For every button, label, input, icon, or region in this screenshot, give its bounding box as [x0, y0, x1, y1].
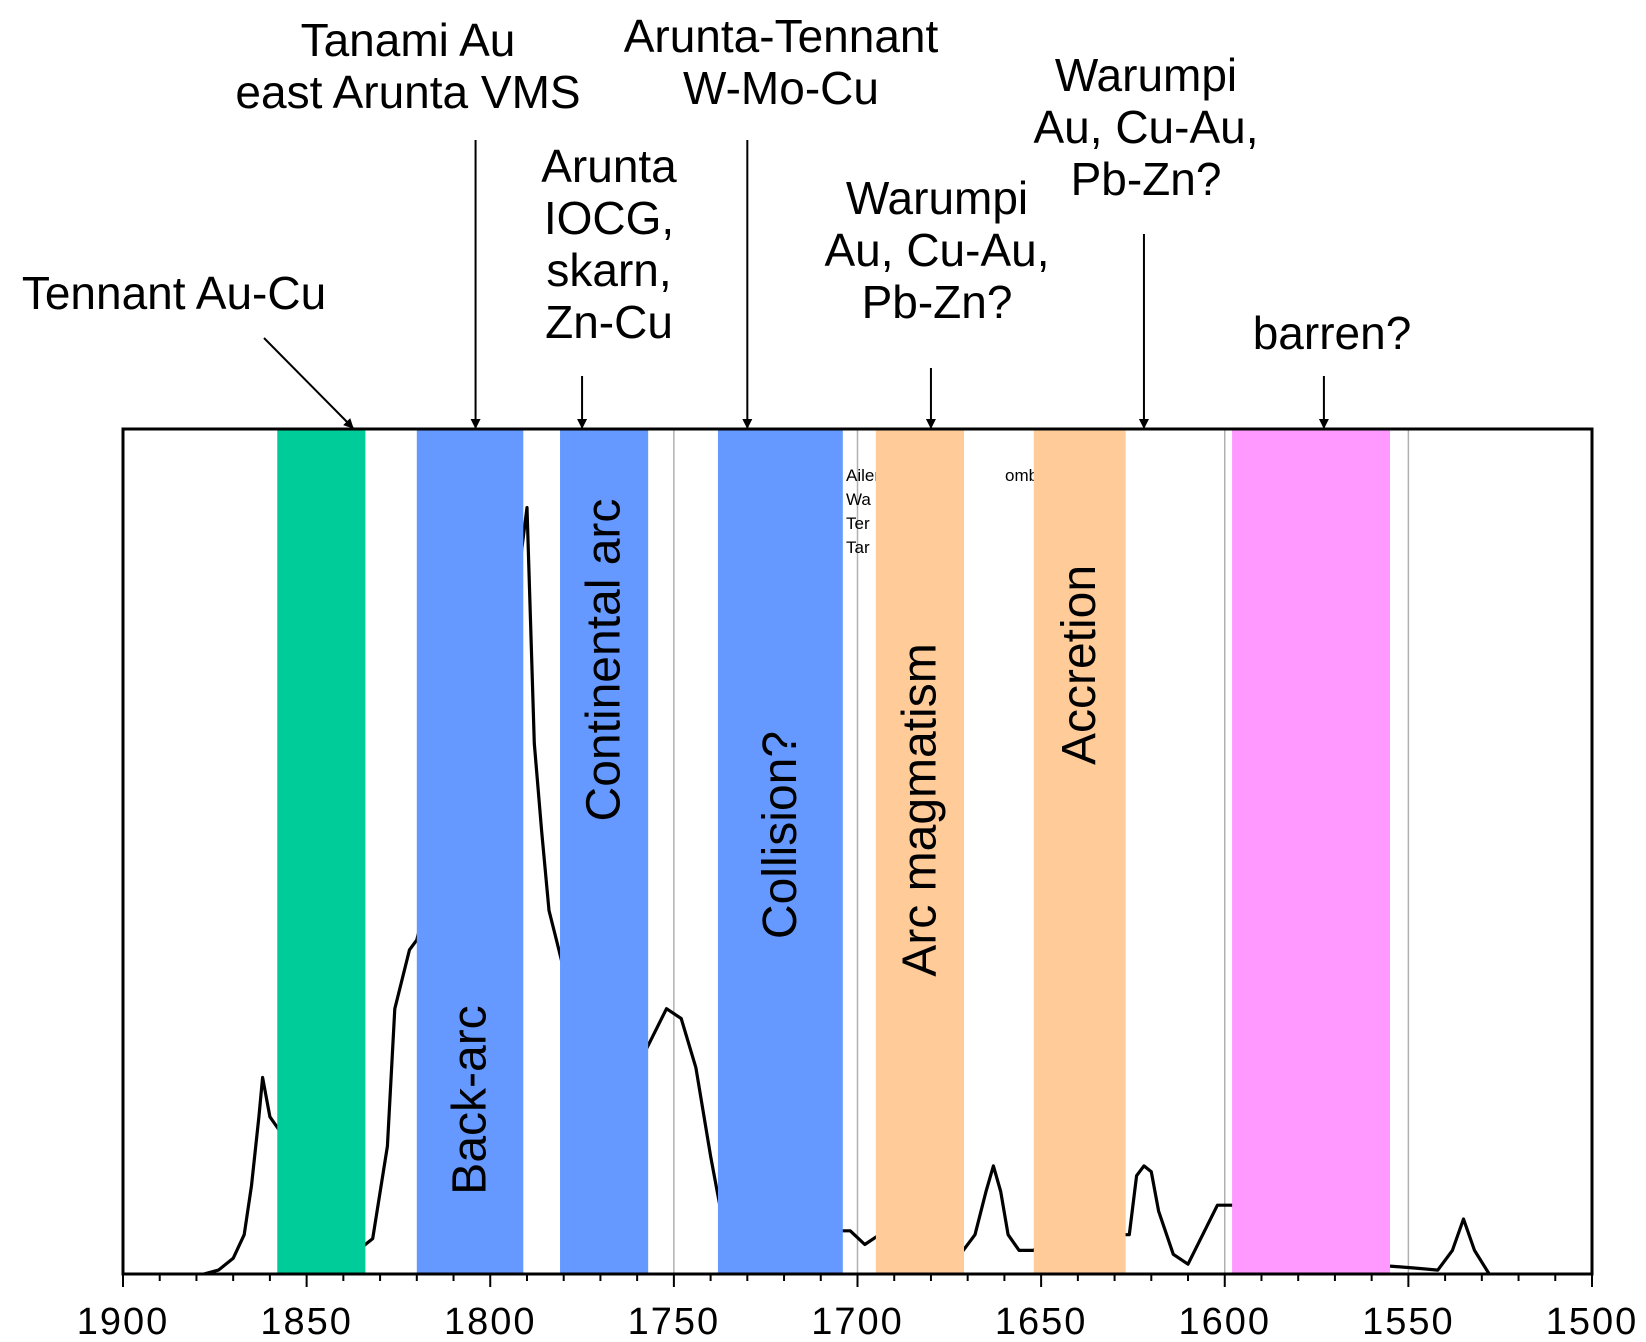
time-band [1232, 429, 1391, 1274]
annotation-label: Warumpi Au, Cu-Au, Pb-Zn? [825, 172, 1050, 328]
annotation-label: Tennant Au-Cu [22, 267, 326, 319]
annotation-line: Au, Cu-Au, [1034, 101, 1259, 153]
band-label: Continental arc [578, 499, 631, 822]
legend-text: Wa [846, 490, 871, 509]
annotation-line: barren? [1253, 307, 1412, 359]
x-tick-label: 1800 [444, 1301, 537, 1342]
annotation-line: W-Mo-Cu [683, 62, 879, 114]
time-band [1033, 429, 1126, 1274]
time-band [277, 429, 366, 1274]
annotation-arrow [263, 337, 354, 429]
annotation-line: Pb-Zn? [1071, 153, 1222, 205]
x-tick-label: 1900 [77, 1301, 170, 1342]
x-tick-label: 1700 [811, 1301, 904, 1342]
annotation-line: Warumpi [1055, 49, 1237, 101]
grid-layer [673, 429, 1410, 1274]
annotation-label: Tanami Au east Arunta VMS [235, 14, 580, 118]
annotation-line: Arunta-Tennant [624, 10, 939, 62]
annotation-line: east Arunta VMS [235, 66, 580, 118]
band-label: Back-arc [444, 1005, 497, 1194]
x-axis: 1900 1850 1800 1750 1700 1650 1600 1550 1500 [77, 1274, 1639, 1342]
annotation-line: Zn-Cu [545, 296, 673, 348]
x-tick-label: 1850 [260, 1301, 353, 1342]
band-layer: Back-arc Continental arc Collision? Arc mag… [277, 429, 1391, 1274]
annotation-label: Warumpi Au, Cu-Au, Pb-Zn? [1034, 49, 1259, 205]
annotation-line: Tanami Au [301, 14, 516, 66]
legend-text: Ailer [846, 466, 880, 485]
x-tick-label: 1500 [1546, 1301, 1639, 1342]
annotation-line: skarn, [546, 244, 671, 296]
annotation-line: Warumpi [846, 172, 1028, 224]
x-tick-label: 1750 [628, 1301, 721, 1342]
x-tick-label: 1550 [1362, 1301, 1455, 1342]
annotations: Tennant Au-Cu Tanami Au east Arunta VMS Aru… [22, 10, 1412, 429]
annotation-label: Arunta-Tennant W-Mo-Cu [624, 10, 939, 114]
annotation-line: Pb-Zn? [862, 276, 1013, 328]
annotation-line: Tennant Au-Cu [22, 267, 326, 319]
time-band [875, 429, 965, 1274]
annotation-line: IOCG, [544, 192, 674, 244]
annotation-label: barren? [1253, 307, 1412, 359]
x-tick-label: 1600 [1178, 1301, 1271, 1342]
legend-text: Ter [846, 514, 870, 533]
x-tick-label: 1650 [995, 1301, 1088, 1342]
annotation-line: Au, Cu-Au, [825, 224, 1050, 276]
annotation-label: Arunta IOCG, skarn, Zn-Cu [541, 140, 677, 348]
band-label: Arc magmatism [893, 643, 946, 976]
band-label: Accretion [1053, 565, 1106, 765]
time-band [717, 429, 843, 1274]
legend-text: Tar [846, 538, 870, 557]
annotation-line: Arunta [541, 140, 677, 192]
time-band [560, 429, 649, 1274]
band-label: Collision? [754, 731, 807, 939]
time-band [416, 429, 524, 1274]
